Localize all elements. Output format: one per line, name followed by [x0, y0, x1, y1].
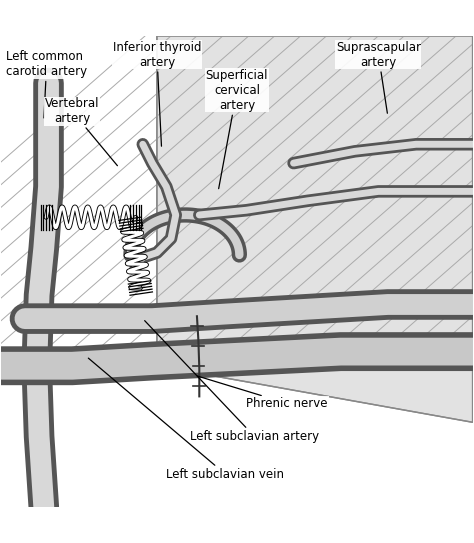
Text: Left subclavian vein: Left subclavian vein [88, 358, 284, 481]
Text: Left common
carotid artery: Left common carotid artery [6, 50, 87, 118]
Text: Suprascapular
artery: Suprascapular artery [336, 41, 421, 113]
Text: Left subclavian artery: Left subclavian artery [145, 320, 319, 443]
Text: Vertebral
artery: Vertebral artery [45, 97, 118, 166]
Text: Superficial
cervical
artery: Superficial cervical artery [206, 69, 268, 188]
Text: Phrenic nerve: Phrenic nerve [197, 376, 328, 410]
Text: Inferior thyroid
artery: Inferior thyroid artery [113, 41, 201, 146]
Polygon shape [157, 36, 473, 422]
